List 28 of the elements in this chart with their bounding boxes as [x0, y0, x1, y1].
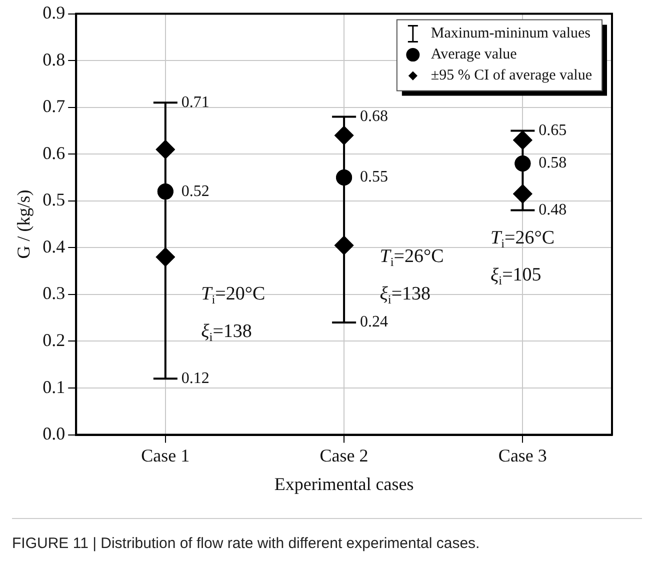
annotation: 0.55: [360, 168, 388, 186]
y-tick-label: 0.3: [42, 283, 66, 304]
annotation: 0.48: [538, 201, 567, 218]
x-axis-title: Experimental cases: [274, 474, 414, 494]
y-tick-label: 0.1: [42, 376, 66, 397]
y-tick-label: 0.6: [42, 142, 66, 163]
y-tick-label: 0.8: [42, 49, 66, 70]
x-tick-label: Case 2: [320, 445, 368, 466]
legend-label: Average value: [430, 46, 518, 63]
y-axis-title: G / (kg/s): [14, 190, 34, 259]
y-tick-label: 0.9: [42, 2, 66, 23]
annotation: 0.58: [538, 154, 567, 172]
annotation: Maxinum-mininum values: [430, 26, 591, 42]
annotation: 0.65: [538, 122, 567, 139]
caption: FIGURE 11 | Distribution of flow rate with different experimental cases.: [12, 518, 642, 552]
annotation: 0.24: [360, 314, 388, 331]
x-tick-label: Case 1: [141, 445, 190, 466]
y-tick-label: 0.5: [42, 190, 66, 210]
annotation: 0.52: [181, 182, 210, 200]
annotation: 0.12: [181, 370, 210, 387]
y-tick-label: 0.4: [42, 236, 66, 256]
y-tick-label: 0.2: [42, 330, 66, 350]
x-tick-label: Case 3: [498, 445, 547, 466]
annotation: 0.68: [360, 108, 388, 125]
y-tick-label: 0.7: [42, 96, 66, 116]
y-tick-label: 0.0: [42, 424, 66, 444]
legend-label: ±95 % CI of average value: [430, 68, 592, 84]
annotation: 0.71: [181, 94, 210, 111]
